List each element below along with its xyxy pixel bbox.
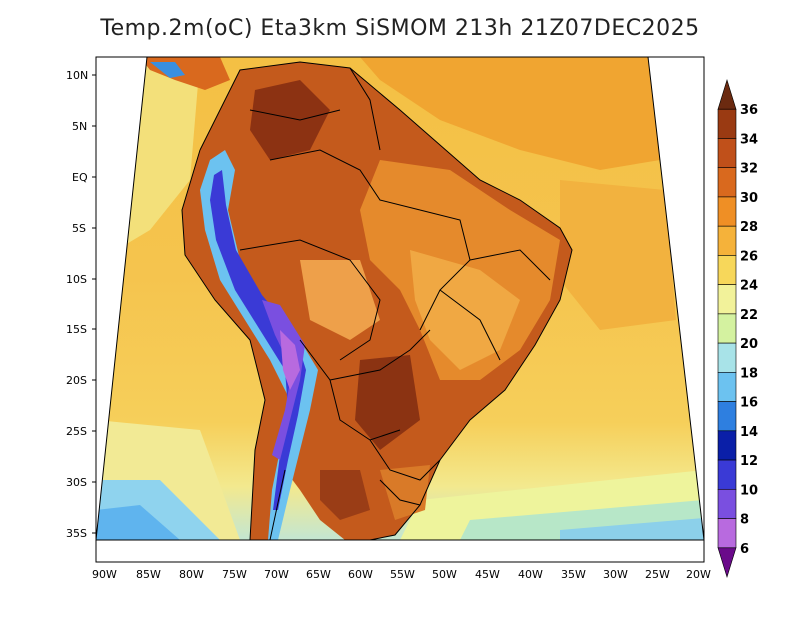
lon-label: 45W [475, 568, 500, 581]
latitude-axis: 10N 5N EQ 5S 10S 15S 20S 25S 30S 35S [66, 69, 88, 540]
colorbar-label: 32 [740, 162, 758, 177]
lon-label: 25W [645, 568, 670, 581]
colorbar-swatch [717, 372, 737, 402]
colorbar-swatch [717, 459, 737, 490]
lon-label: 70W [264, 568, 289, 581]
lon-label: 65W [306, 568, 331, 581]
colorbar-swatch [717, 313, 737, 344]
colorbar-label: 24 [740, 279, 758, 294]
colorbar-label: 36 [740, 103, 758, 118]
colorbar-swatch [717, 547, 737, 579]
colorbar-label: 22 [740, 308, 758, 323]
lon-label: 35W [561, 568, 586, 581]
colorbar-label: 34 [740, 132, 758, 147]
lat-label: 15S [66, 323, 87, 336]
lon-label: 30W [603, 568, 628, 581]
lat-label: 10S [66, 273, 87, 286]
lat-label: 20S [66, 374, 87, 387]
lon-label: 40W [518, 568, 543, 581]
lon-label: 75W [222, 568, 247, 581]
colorbar-label: 18 [740, 366, 758, 381]
colorbar-swatch [717, 430, 737, 461]
lon-label: 50W [432, 568, 457, 581]
map-title: Temp.2m(oC) Eta3km SiSMOM 213h 21Z07DEC2… [100, 16, 700, 41]
colorbar-label: 12 [740, 454, 758, 469]
colorbar-swatch [717, 225, 737, 256]
lon-label: 90W [92, 568, 117, 581]
colorbar-label: 28 [740, 220, 758, 235]
longitude-axis: 90W 85W 80W 75W 70W 65W 60W 55W 50W 45W … [92, 568, 711, 581]
colorbar-swatch [717, 196, 737, 227]
colorbar-swatch [717, 255, 737, 285]
colorbar-label: 20 [740, 337, 758, 352]
colorbar-labels: 36 34 32 30 28 26 24 22 20 18 16 14 12 10 8 6 [740, 103, 758, 557]
colorbar-swatch [717, 284, 737, 315]
colorbar-label: 30 [740, 191, 758, 206]
colorbar-swatch [717, 342, 737, 373]
colorbar-swatch [717, 488, 737, 519]
lat-label: 25S [66, 425, 87, 438]
lat-label: 35S [66, 527, 87, 540]
latitude-ticks [92, 74, 96, 534]
colorbar-swatch [717, 518, 737, 549]
colorbar-label: 10 [740, 483, 758, 498]
colorbar-swatch [717, 401, 737, 432]
lat-label: 10N [66, 69, 88, 82]
lon-label: 60W [348, 568, 373, 581]
south-america-land [182, 62, 572, 540]
colorbar-swatch [717, 78, 737, 110]
colorbar-swatch [717, 167, 737, 198]
colorbar-label: 14 [740, 425, 758, 440]
lat-label: 30S [66, 476, 87, 489]
lon-label: 80W [179, 568, 204, 581]
lon-label: 85W [136, 568, 161, 581]
lat-label: 5S [72, 222, 86, 235]
colorbar-label: 16 [740, 396, 758, 411]
map-field [96, 57, 704, 540]
lat-label: EQ [72, 171, 88, 184]
colorbar-swatch [717, 108, 737, 139]
lon-label: 55W [390, 568, 415, 581]
colorbar-swatch [717, 138, 737, 169]
colorbar-label: 6 [740, 542, 749, 557]
colorbar-label: 26 [740, 249, 758, 264]
colorbar [717, 78, 737, 579]
lon-label: 20W [686, 568, 711, 581]
lat-label: 5N [72, 120, 87, 133]
colorbar-label: 8 [740, 513, 749, 528]
